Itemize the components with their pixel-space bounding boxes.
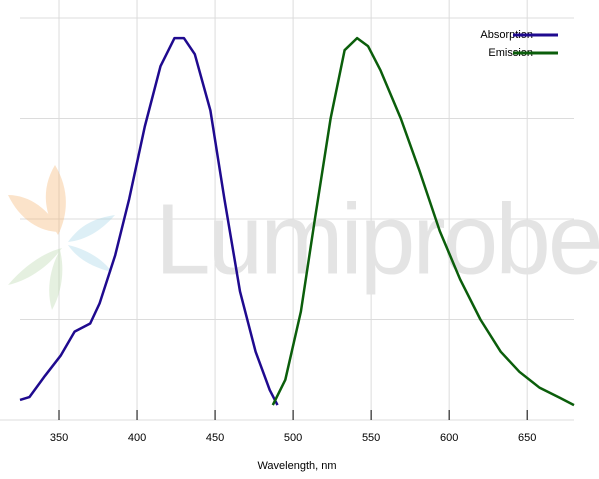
x-tick-label: 600	[440, 432, 458, 444]
x-tick-label: 350	[50, 432, 68, 444]
x-axis-label: Wavelength, nm	[257, 460, 336, 472]
legend-label: Emission	[488, 47, 533, 59]
x-tick-label: 500	[284, 432, 302, 444]
grid	[20, 0, 574, 420]
logo-mark	[8, 165, 115, 310]
x-tick-label: 450	[206, 432, 224, 444]
legend-label: Absorption	[480, 29, 533, 41]
line-series	[271, 36, 575, 407]
x-tick-label: 400	[128, 432, 146, 444]
x-tick-label: 550	[362, 432, 380, 444]
line-series	[19, 36, 279, 406]
watermark: Lumiprobe	[155, 183, 599, 295]
x-tick-label: 650	[518, 432, 536, 444]
